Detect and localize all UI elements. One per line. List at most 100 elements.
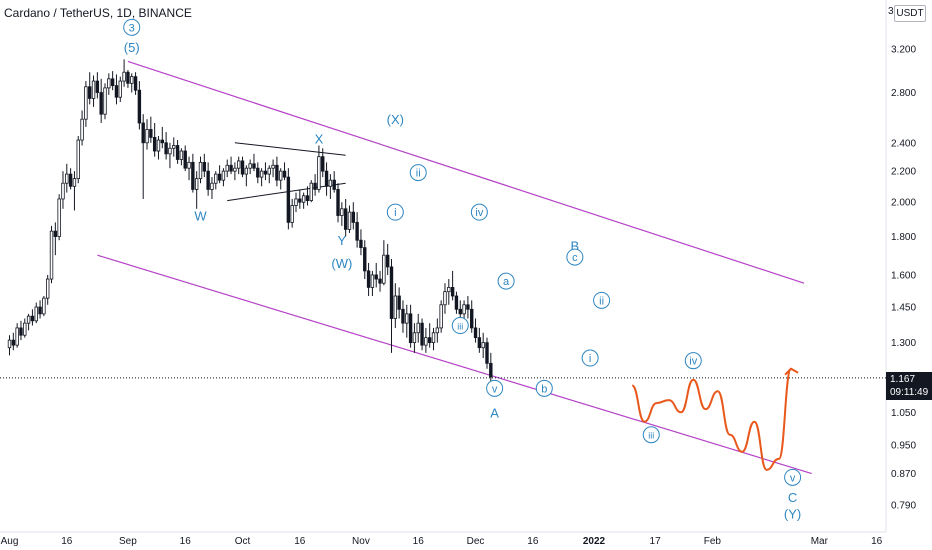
time-tick-label: 16: [871, 536, 883, 547]
time-tick-label: Nov: [352, 536, 370, 547]
price-tick-label: 2.200: [891, 167, 916, 178]
candle-body: [359, 239, 363, 249]
wave-label: b: [541, 383, 547, 395]
candle-body: [309, 182, 313, 201]
candle-body: [46, 278, 50, 299]
candle-body: [290, 205, 294, 223]
last-price-value: 1.167: [890, 374, 916, 385]
wave-label-circle: [581, 349, 599, 367]
candle-body: [95, 80, 100, 93]
projection-path: [631, 367, 793, 471]
candle-body: [347, 211, 352, 230]
wave-label-circle: [566, 248, 584, 266]
candle-body: [366, 270, 371, 288]
candle-body: [118, 80, 122, 98]
price-tick-label: 3.200: [891, 45, 916, 56]
candle-body: [248, 163, 252, 169]
candle-body: [206, 170, 210, 190]
candle-body: [424, 337, 428, 346]
candle-body: [156, 139, 161, 152]
candle-body: [99, 92, 103, 115]
candle-body: [252, 163, 256, 169]
wave-label: 3: [129, 22, 135, 34]
wave-label-circle: [535, 379, 553, 397]
candle-body: [286, 176, 291, 223]
candle-body: [332, 179, 336, 190]
candle-body: [370, 274, 375, 288]
price-tick-label: 1.600: [891, 270, 916, 281]
wave-label-circle: [642, 426, 660, 444]
candle-body: [301, 195, 306, 203]
wave-label: (5): [124, 40, 140, 55]
candle-body: [179, 150, 184, 160]
candle-body: [65, 173, 69, 184]
candle-body: [130, 76, 134, 84]
candle-body: [57, 198, 61, 237]
candle-body: [202, 161, 207, 172]
candle-body: [389, 266, 394, 319]
wave-label-circle: [451, 317, 469, 335]
price-tick-label: 0.870: [891, 469, 916, 480]
candle-body: [141, 122, 145, 144]
candle-body: [435, 327, 440, 334]
candle-body: [175, 145, 180, 160]
channel-upper-line: [127, 60, 805, 284]
wave-label-circle: [784, 468, 802, 486]
currency-button[interactable]: USDT: [894, 5, 926, 22]
candle-body: [53, 230, 58, 237]
wave-label: i: [394, 207, 396, 219]
candle-body: [378, 278, 382, 284]
wave-label-circle: [497, 272, 515, 290]
candle-body: [30, 315, 35, 322]
wave-label: iv: [475, 207, 483, 219]
candle-body: [107, 78, 111, 89]
candle-body: [19, 327, 23, 336]
time-tick-label: 2022: [583, 536, 606, 547]
wave-label: A: [490, 405, 499, 420]
time-tick-label: Oct: [235, 536, 251, 547]
wave-label: i: [589, 353, 591, 365]
candle-body: [355, 221, 359, 241]
candle-body: [23, 322, 27, 336]
candle-body: [122, 71, 126, 82]
candle-body: [240, 160, 245, 175]
candle-body: [256, 167, 260, 178]
candle-body: [225, 164, 229, 172]
wave-label: B: [571, 239, 580, 254]
candle-body: [439, 304, 443, 329]
candle-body: [42, 297, 46, 315]
candle-body: [217, 173, 222, 181]
time-tick-label: 16: [294, 536, 306, 547]
candle-body: [126, 71, 130, 84]
candle-body: [321, 156, 325, 172]
price-tick-label: 0.790: [891, 501, 916, 512]
candle-body: [401, 308, 405, 324]
wave-label-circle: [470, 203, 488, 221]
candle-body: [233, 167, 237, 172]
candle-body: [236, 160, 241, 169]
candle-body: [328, 179, 333, 187]
candle-body: [137, 89, 142, 124]
wave-label: ii: [416, 168, 421, 180]
candle-body: [133, 76, 138, 91]
candle-body: [187, 161, 191, 169]
candle-body: [7, 339, 12, 349]
candle-body: [363, 247, 367, 272]
candle-body: [221, 170, 226, 181]
time-tick-label: Aug: [1, 536, 19, 547]
candle-body: [470, 308, 474, 329]
wave-label-circle: [684, 352, 702, 370]
candle-body: [336, 189, 340, 216]
wave-label: ii: [599, 295, 604, 307]
candle-body: [210, 182, 214, 190]
candle-body: [405, 313, 409, 324]
candle-body: [466, 304, 470, 310]
wave-label: (X): [387, 112, 404, 127]
wave-label: C: [788, 490, 797, 505]
candle-body: [72, 178, 77, 187]
price-tick-label: 1.050: [891, 408, 916, 419]
candle-body: [110, 78, 115, 87]
candle-body: [298, 198, 302, 203]
